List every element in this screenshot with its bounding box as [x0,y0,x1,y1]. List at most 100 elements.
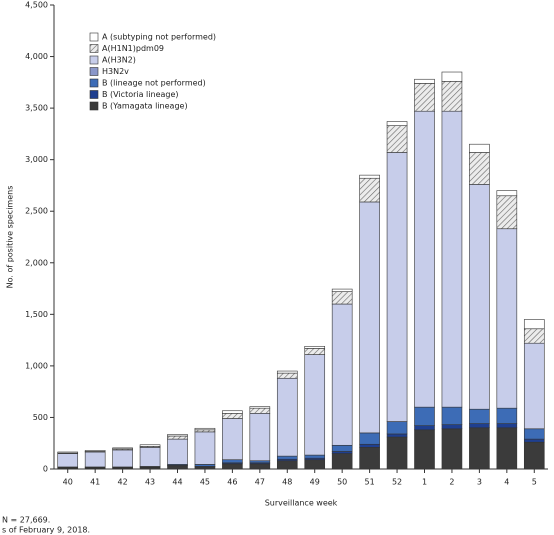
bar-segment [469,184,490,410]
bar-segment [523,428,545,440]
bar-segment [469,143,490,153]
bar-segment [249,463,271,470]
x-tick-label: 5 [532,478,537,487]
bar-segment [386,436,408,470]
bar-segment [496,190,518,197]
bar-segment [469,423,490,429]
bar-segment [194,464,216,467]
bar-segment [276,460,298,470]
x-tick-label: 4 [504,478,509,487]
y-tick-label: 2,500 [25,207,48,216]
x-tick-label: 51 [365,478,375,487]
bar-segment [331,288,353,292]
bar-segment [441,428,463,470]
bar-segment [414,425,435,431]
bar-segment [523,319,545,330]
legend-label: H3N2v [102,67,129,76]
legend-swatch [89,101,99,111]
x-tick-label: 42 [118,478,128,487]
x-tick-label: 45 [200,478,210,487]
bar-segment [469,408,490,424]
bar-segment [469,427,490,470]
footnote: s of February 9, 2018. [2,526,90,535]
x-tick-label: 43 [145,478,155,487]
x-tick-label: 46 [227,478,237,487]
bar-segment [359,201,380,434]
bar-segment [523,342,545,430]
bar-segment [359,443,380,448]
bar-segment [414,406,435,426]
bar-segment [167,465,188,470]
legend-label: B (lineage not performed) [102,79,206,88]
bar-segment [496,407,518,424]
x-tick-label: 48 [282,478,292,487]
bar-segment [359,447,380,470]
bar-segment [304,354,326,456]
bar-segment [84,451,106,468]
legend-swatch [89,67,99,76]
bar-segment [167,438,188,465]
bar-segment [57,451,79,454]
y-tick-label: 1,500 [25,310,48,319]
y-axis-label: No. of positive specimens [6,186,15,289]
legend-swatch [89,78,99,88]
bar-segment [167,434,188,437]
y-tick-label: 3,500 [25,104,48,113]
bar-segment [386,421,408,435]
bar-segment [496,195,518,230]
footnote: N = 27,669. [2,516,50,525]
bar-segment [276,377,298,457]
bar-segment [222,459,243,464]
bar-segment [496,228,518,409]
bar-segment [84,450,106,452]
y-tick-label: 3,000 [25,155,48,164]
bar-segment [57,453,79,468]
x-axis-label: Surveillance week [265,499,338,508]
bar-segment [249,460,271,464]
bar-segment [194,429,216,433]
bar-segment [523,438,545,443]
x-tick-label: 2 [449,478,454,487]
bar-segment [194,431,216,465]
x-tick-label: 50 [337,478,347,487]
y-tick-label: 4,500 [25,1,48,10]
bar-segment [386,152,408,422]
legend-label: A(H3N2) [102,56,136,65]
x-tick-label: 47 [255,478,265,487]
bar-segment [386,433,408,438]
legend-label: A(H1N1)pdm09 [102,44,164,53]
bar-segment [414,78,435,84]
bar-segment [359,177,380,203]
bar-segment [359,174,380,179]
bar-segment [331,444,353,452]
bar-segment [304,459,326,470]
bar-segment [359,432,380,445]
bar-segment [304,348,326,355]
bar-segment [523,328,545,344]
x-tick-label: 52 [392,478,402,487]
bar-segment [441,81,463,112]
bar-segment [112,449,133,468]
bar-segment [331,291,353,305]
bar-segment [139,447,161,467]
legend-label: B (Yamagata lineage) [102,102,188,111]
x-tick-label: 1 [422,478,427,487]
bar-segment [414,110,435,408]
x-tick-label: 44 [172,478,182,487]
bar-segment [414,83,435,112]
bar-segment [469,152,490,185]
bar-segment [194,427,216,431]
bar-segment [414,429,435,470]
bar-segment [441,406,463,425]
bar-segment [304,345,326,349]
x-tick-label: 41 [90,478,100,487]
y-tick-label: 4,000 [25,52,48,61]
y-tick-label: 0 [43,465,48,474]
legend-swatch [89,44,99,53]
bar-segment [249,407,271,414]
y-tick-label: 500 [33,413,48,422]
bar-segment [386,125,408,153]
bar-segment [222,413,243,419]
